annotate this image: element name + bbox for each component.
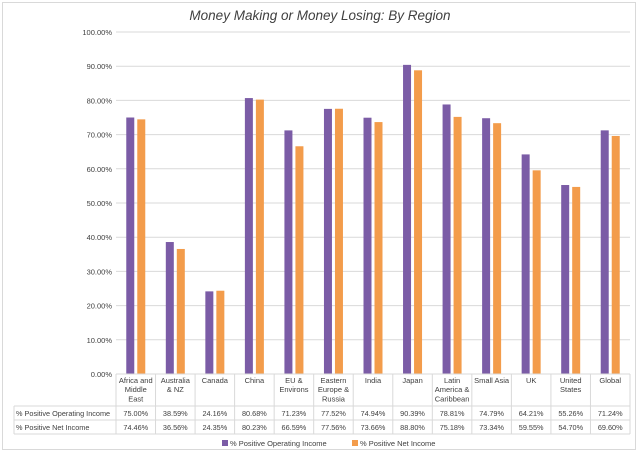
table-value: 71.24% <box>598 409 623 418</box>
category-label: United States <box>560 376 582 394</box>
table-value: 54.70% <box>558 423 583 432</box>
y-tick-label: 50.00% <box>87 199 113 208</box>
y-tick-label: 40.00% <box>87 233 113 242</box>
legend-swatch <box>222 440 228 446</box>
bar-net-income <box>493 123 502 374</box>
y-tick-label: 80.00% <box>87 96 113 105</box>
table-value: 66.59% <box>282 423 307 432</box>
bar-net-income <box>295 146 304 374</box>
bar-net-income <box>216 290 225 374</box>
table-value: 74.46% <box>123 423 148 432</box>
table-value: 74.94% <box>361 409 386 418</box>
bar-operating-income <box>205 291 214 374</box>
y-tick-label: 70.00% <box>87 131 113 140</box>
bar-operating-income <box>284 130 293 374</box>
bar-net-income <box>255 99 264 374</box>
bar-net-income <box>532 170 541 374</box>
bar-operating-income <box>561 185 570 374</box>
y-tick-label: 60.00% <box>87 165 113 174</box>
bar-operating-income <box>244 98 253 374</box>
table-value: 80.23% <box>242 423 267 432</box>
bar-net-income <box>572 186 581 374</box>
bar-operating-income <box>363 117 372 374</box>
y-tick-label: 30.00% <box>87 267 113 276</box>
table-value: 55.26% <box>558 409 583 418</box>
table-value: 90.39% <box>400 409 425 418</box>
bar-net-income <box>137 119 146 374</box>
bar-operating-income <box>482 118 491 374</box>
category-label: Canada <box>202 376 229 385</box>
table-value: 38.59% <box>163 409 188 418</box>
y-tick-label: 20.00% <box>87 302 113 311</box>
table-value: 36.56% <box>163 423 188 432</box>
chart-frame <box>2 2 636 450</box>
bar-net-income <box>414 70 423 374</box>
bar-operating-income <box>442 104 451 375</box>
chart-title: Money Making or Money Losing: By Region <box>189 8 450 23</box>
bar-net-income <box>453 116 462 374</box>
bar-net-income <box>611 135 620 374</box>
category-label: Small Asia <box>474 376 510 385</box>
table-value: 77.52% <box>321 409 346 418</box>
category-label: Japan <box>402 376 422 385</box>
bar-net-income <box>334 108 343 374</box>
table-row-label: % Positive Operating Income <box>16 409 110 418</box>
legend-label: % Positive Net Income <box>360 439 435 448</box>
legend-swatch <box>352 440 358 446</box>
table-value: 80.68% <box>242 409 267 418</box>
table-value: 69.60% <box>598 423 623 432</box>
table-value: 77.56% <box>321 423 346 432</box>
y-tick-label: 100.00% <box>82 28 112 37</box>
category-label: UK <box>526 376 536 385</box>
bar-net-income <box>176 248 185 374</box>
bar-operating-income <box>126 117 135 374</box>
table-value: 74.79% <box>479 409 504 418</box>
category-label: India <box>365 376 382 385</box>
table-value: 24.35% <box>202 423 227 432</box>
legend-label: % Positive Operating Income <box>230 439 327 448</box>
bar-operating-income <box>403 64 412 374</box>
table-value: 73.34% <box>479 423 504 432</box>
y-tick-label: 0.00% <box>91 370 113 379</box>
table-value: 73.66% <box>361 423 386 432</box>
table-value: 71.23% <box>282 409 307 418</box>
y-tick-label: 90.00% <box>87 62 113 71</box>
table-row-label: % Positive Net Income <box>16 423 89 432</box>
table-value: 59.55% <box>519 423 544 432</box>
bar-operating-income <box>600 130 609 374</box>
table-value: 78.81% <box>440 409 465 418</box>
category-label: Latin America & Caribbean <box>435 376 470 403</box>
bar-net-income <box>374 122 383 375</box>
category-label: Australia & NZ <box>161 376 191 394</box>
table-value: 75.18% <box>440 423 465 432</box>
category-label: Global <box>599 376 621 385</box>
category-label: EU & Environs <box>279 376 308 394</box>
category-label: Africa and Middle East <box>119 376 153 403</box>
table-value: 75.00% <box>123 409 148 418</box>
bar-operating-income <box>323 108 332 375</box>
table-value: 24.16% <box>202 409 227 418</box>
y-tick-label: 10.00% <box>87 336 113 345</box>
bar-operating-income <box>521 154 530 374</box>
category-label: China <box>245 376 265 385</box>
category-label: Eastern Europe & Russia <box>318 376 349 403</box>
table-value: 88.80% <box>400 423 425 432</box>
table-value: 64.21% <box>519 409 544 418</box>
bar-operating-income <box>165 242 174 374</box>
